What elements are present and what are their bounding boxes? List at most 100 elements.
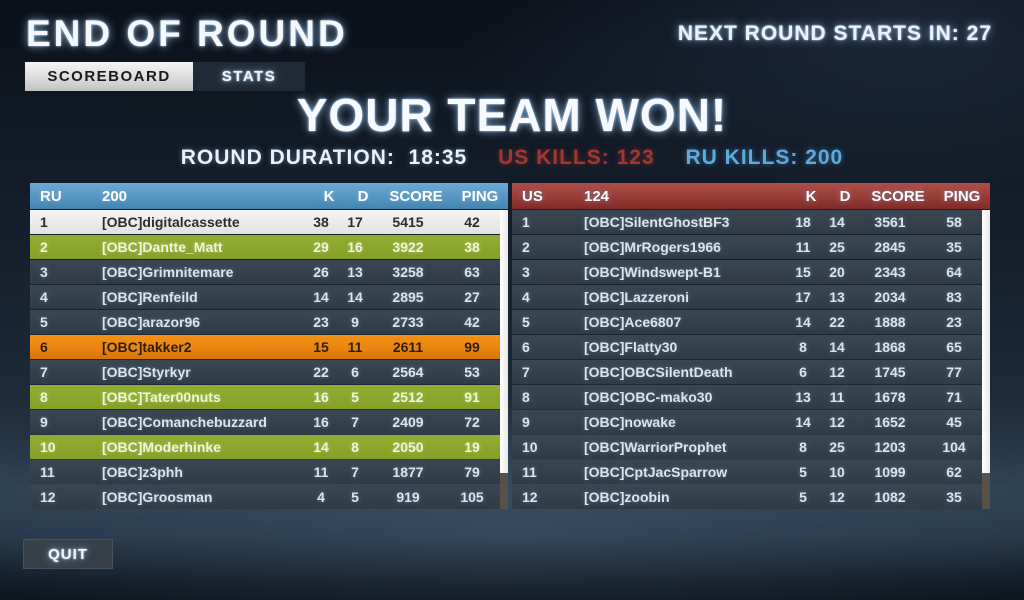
kills-cell: 5 bbox=[799, 489, 807, 505]
tab-bar: SCOREBOARD STATS bbox=[25, 62, 305, 91]
team-tickets: 124 bbox=[584, 187, 610, 205]
rank-cell: 10 bbox=[40, 439, 56, 455]
ping-cell: 38 bbox=[464, 239, 480, 255]
ping-cell: 58 bbox=[946, 214, 962, 230]
countdown-label: NEXT ROUND STARTS IN: bbox=[677, 22, 960, 45]
table-row[interactable]: 6 [OBC]takker2 15 11 2611 99 bbox=[30, 335, 500, 359]
player-name: [OBC]takker2 bbox=[102, 339, 192, 355]
table-row[interactable]: 6 [OBC]Flatty30 8 14 1868 65 bbox=[512, 335, 982, 359]
table-row[interactable]: 7 [OBC]Styrkyr 22 6 2564 53 bbox=[30, 360, 500, 384]
kills-cell: 14 bbox=[313, 289, 329, 305]
deaths-cell: 12 bbox=[829, 414, 845, 430]
kills-cell: 14 bbox=[795, 314, 811, 330]
score-cell: 3258 bbox=[392, 264, 424, 280]
rank-cell: 11 bbox=[522, 464, 537, 480]
ping-cell: 64 bbox=[946, 264, 962, 280]
rank-cell: 11 bbox=[40, 464, 55, 480]
deaths-cell: 9 bbox=[351, 314, 359, 330]
table-row[interactable]: 8 [OBC]Tater00nuts 16 5 2512 91 bbox=[30, 385, 500, 409]
column-header-score: SCORE bbox=[871, 187, 925, 205]
kills-cell: 14 bbox=[313, 439, 329, 455]
kills-cell: 17 bbox=[795, 289, 811, 305]
table-row[interactable]: 4 [OBC]Renfeild 14 14 2895 27 bbox=[30, 285, 500, 309]
deaths-cell: 10 bbox=[829, 464, 845, 480]
ping-cell: 79 bbox=[464, 464, 480, 480]
table-row[interactable]: 12 [OBC]Groosman 4 5 919 105 bbox=[30, 485, 500, 509]
ping-cell: 77 bbox=[946, 364, 962, 380]
ping-cell: 35 bbox=[946, 239, 962, 255]
table-row[interactable]: 11 [OBC]CptJacSparrow 5 10 1099 62 bbox=[512, 460, 982, 484]
table-row[interactable]: 10 [OBC]Moderhinke 14 8 2050 19 bbox=[30, 435, 500, 459]
tab-stats[interactable]: STATS bbox=[193, 62, 305, 91]
table-row[interactable]: 3 [OBC]Grimnitemare 26 13 3258 63 bbox=[30, 260, 500, 284]
deaths-cell: 12 bbox=[829, 489, 845, 505]
result-headline: YOUR TEAM WON! bbox=[296, 89, 728, 141]
scrollbar-thumb[interactable] bbox=[982, 210, 990, 474]
ping-cell: 53 bbox=[464, 364, 480, 380]
column-header-d: D bbox=[357, 187, 369, 205]
table-row[interactable]: 7 [OBC]OBCSilentDeath 6 12 1745 77 bbox=[512, 360, 982, 384]
round-duration: ROUND DURATION: 18:35 bbox=[181, 146, 474, 169]
team-label: RU bbox=[40, 187, 62, 205]
player-name: [OBC]Styrkyr bbox=[102, 364, 191, 380]
table-row[interactable]: 5 [OBC]Ace6807 14 22 1888 23 bbox=[512, 310, 982, 334]
deaths-cell: 11 bbox=[829, 389, 845, 405]
player-name: [OBC]Flatty30 bbox=[584, 339, 678, 355]
score-cell: 2895 bbox=[392, 289, 424, 305]
table-row[interactable]: 1 [OBC]SilentGhostBF3 18 14 3561 58 bbox=[512, 210, 982, 234]
deaths-cell: 11 bbox=[347, 339, 363, 355]
score-cell: 2034 bbox=[874, 289, 906, 305]
player-name: [OBC]CptJacSparrow bbox=[584, 464, 728, 480]
kills-cell: 14 bbox=[795, 414, 811, 430]
table-row[interactable]: 4 [OBC]Lazzeroni 17 13 2034 83 bbox=[512, 285, 982, 309]
kills-cell: 16 bbox=[313, 389, 329, 405]
player-name: [OBC]arazor96 bbox=[102, 314, 201, 330]
player-name: [OBC]Moderhinke bbox=[102, 439, 221, 455]
table-row[interactable]: 3 [OBC]Windswept-B1 15 20 2343 64 bbox=[512, 260, 982, 284]
ru-kills-value: 200 bbox=[805, 146, 844, 169]
kills-cell: 5 bbox=[799, 464, 807, 480]
us-kills: US KILLS: 123 bbox=[498, 146, 661, 169]
scrollbar-ru[interactable] bbox=[500, 210, 508, 509]
round-duration-label: ROUND DURATION: bbox=[180, 146, 395, 169]
player-name: [OBC]Tater00nuts bbox=[102, 389, 221, 405]
table-row[interactable]: 9 [OBC]Comanchebuzzard 16 7 2409 72 bbox=[30, 410, 500, 434]
table-row[interactable]: 11 [OBC]z3phh 11 7 1877 79 bbox=[30, 460, 500, 484]
scrollbar-us[interactable] bbox=[982, 210, 990, 509]
player-name: [OBC]Comanchebuzzard bbox=[102, 414, 267, 430]
deaths-cell: 14 bbox=[829, 214, 845, 230]
ping-cell: 23 bbox=[946, 314, 962, 330]
ping-cell: 42 bbox=[464, 314, 480, 330]
player-name: [OBC]Windswept-B1 bbox=[584, 264, 721, 280]
table-row[interactable]: 1 [OBC]digitalcassette 38 17 5415 42 bbox=[30, 210, 500, 234]
ping-cell: 45 bbox=[946, 414, 962, 430]
table-row[interactable]: 5 [OBC]arazor96 23 9 2733 42 bbox=[30, 310, 500, 334]
deaths-cell: 8 bbox=[351, 439, 359, 455]
player-name: [OBC]OBC-mako30 bbox=[584, 389, 713, 405]
deaths-cell: 7 bbox=[351, 464, 359, 480]
column-header-score: SCORE bbox=[389, 187, 443, 205]
table-row[interactable]: 2 [OBC]MrRogers1966 11 25 2845 35 bbox=[512, 235, 982, 259]
kills-cell: 16 bbox=[313, 414, 329, 430]
table-row[interactable]: 12 [OBC]zoobin 5 12 1082 35 bbox=[512, 485, 982, 509]
scrollbar-thumb[interactable] bbox=[500, 210, 508, 474]
round-duration-value: 18:35 bbox=[408, 146, 468, 169]
kills-cell: 15 bbox=[795, 264, 811, 280]
table-row[interactable]: 10 [OBC]WarriorProphet 8 25 1203 104 bbox=[512, 435, 982, 459]
scoreboard-us: US 124 K D SCORE PING 1 [OBC]SilentGhostBF3 1… bbox=[512, 183, 990, 510]
quit-button[interactable]: QUIT bbox=[23, 539, 113, 569]
ping-cell: 27 bbox=[464, 289, 480, 305]
score-cell: 2611 bbox=[392, 339, 424, 355]
tab-scoreboard[interactable]: SCOREBOARD bbox=[25, 62, 193, 91]
score-cell: 5415 bbox=[392, 214, 424, 230]
deaths-cell: 22 bbox=[829, 314, 845, 330]
player-rows-us: 1 [OBC]SilentGhostBF3 18 14 3561 58 2 [OBC]MrRo… bbox=[512, 210, 982, 509]
score-cell: 2409 bbox=[392, 414, 424, 430]
us-kills-label: US KILLS: bbox=[498, 146, 610, 169]
player-name: [OBC]nowake bbox=[584, 414, 676, 430]
table-row[interactable]: 8 [OBC]OBC-mako30 13 11 1678 71 bbox=[512, 385, 982, 409]
team-tickets: 200 bbox=[102, 187, 128, 205]
rank-cell: 8 bbox=[40, 389, 48, 405]
table-row[interactable]: 9 [OBC]nowake 14 12 1652 45 bbox=[512, 410, 982, 434]
table-row[interactable]: 2 [OBC]Dantte_Matt 29 16 3922 38 bbox=[30, 235, 500, 259]
